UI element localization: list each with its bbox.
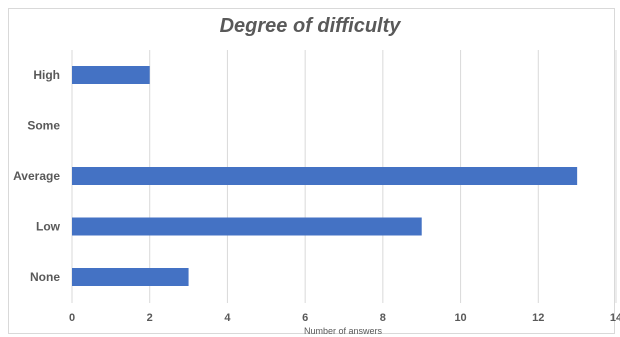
x-tick-label: 2 bbox=[147, 312, 153, 324]
x-tick-label: 14 bbox=[610, 312, 620, 324]
x-tick-label: 8 bbox=[380, 312, 386, 324]
bar-none bbox=[72, 268, 189, 286]
x-tick-label: 0 bbox=[69, 312, 75, 324]
bars bbox=[72, 66, 578, 286]
x-tick-label: 6 bbox=[302, 312, 308, 324]
chart-title: Degree of difficulty bbox=[219, 15, 401, 37]
bar-low bbox=[72, 217, 422, 236]
x-axis-title: Number of answers bbox=[304, 326, 383, 336]
bar-average bbox=[72, 167, 578, 185]
category-label: Average bbox=[13, 169, 60, 183]
x-tick-label: 4 bbox=[224, 312, 231, 324]
x-tick-label: 10 bbox=[454, 312, 466, 324]
category-label: High bbox=[33, 68, 60, 82]
x-tick-labels: 0 2 4 6 8 10 12 14 bbox=[69, 312, 620, 324]
bar-high bbox=[72, 66, 150, 84]
category-label: Some bbox=[27, 119, 60, 133]
x-tick-label: 12 bbox=[532, 312, 544, 324]
category-label: Low bbox=[36, 220, 61, 234]
category-labels: High Some Average Low None bbox=[13, 68, 61, 284]
category-label: None bbox=[30, 270, 60, 284]
